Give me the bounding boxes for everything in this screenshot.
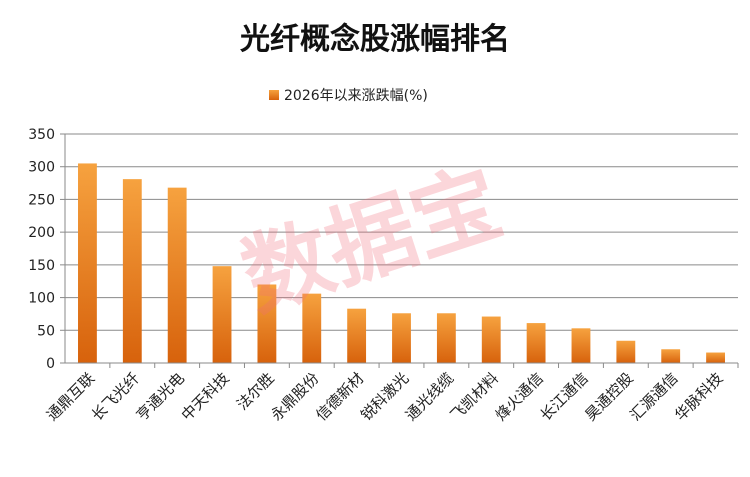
x-tick-label: 锐科激光 (357, 369, 412, 424)
y-tick-label: 150 (28, 258, 55, 274)
x-tick-label: 中天科技 (178, 369, 233, 424)
x-tick-label: 昊通控股 (581, 369, 636, 424)
x-tick-label: 长江通信 (537, 369, 592, 424)
bar (436, 313, 456, 363)
bar (212, 266, 232, 363)
x-tick-label: 永鼎股份 (267, 369, 322, 424)
x-tick-label: 亨通光电 (133, 369, 188, 424)
bar (661, 349, 681, 363)
bar (78, 163, 97, 363)
x-tick-label: 华脉科技 (671, 369, 726, 424)
bar (616, 340, 636, 363)
chart-title: 光纤概念股涨幅排名 (240, 22, 510, 57)
y-tick-label: 300 (28, 160, 55, 176)
watermark: 数据宝 (230, 150, 513, 330)
y-tick-label: 100 (28, 291, 55, 307)
bar (571, 328, 591, 363)
y-tick-label: 200 (28, 225, 55, 241)
bar (347, 308, 367, 363)
y-axis: 0 50 100 150 200 250 300 350 (28, 127, 66, 372)
x-tick-label: 飞凯材料 (447, 369, 502, 424)
y-tick-label: 0 (46, 356, 55, 372)
legend-swatch (269, 90, 279, 100)
bar (167, 187, 187, 363)
bar (392, 313, 411, 363)
y-tick-label: 50 (37, 323, 55, 339)
x-tick-label: 长飞光纤 (88, 369, 143, 424)
bars (78, 163, 725, 363)
y-tick-label: 250 (28, 192, 55, 208)
x-tick-label: 通鼎互联 (43, 369, 98, 424)
bar (122, 179, 142, 363)
legend-label: 2026年以来涨跌幅(%) (284, 88, 428, 104)
bar (481, 316, 501, 363)
y-tick-label: 350 (28, 127, 55, 143)
bar (257, 284, 277, 363)
x-tick-label: 通光线缆 (402, 369, 457, 424)
x-tick-label: 烽火通信 (492, 369, 547, 424)
bar (302, 293, 322, 363)
bar (706, 352, 725, 363)
x-tick-label: 信德新材 (312, 369, 367, 424)
x-tick-label: 汇源通信 (626, 369, 681, 424)
bar (526, 323, 546, 363)
